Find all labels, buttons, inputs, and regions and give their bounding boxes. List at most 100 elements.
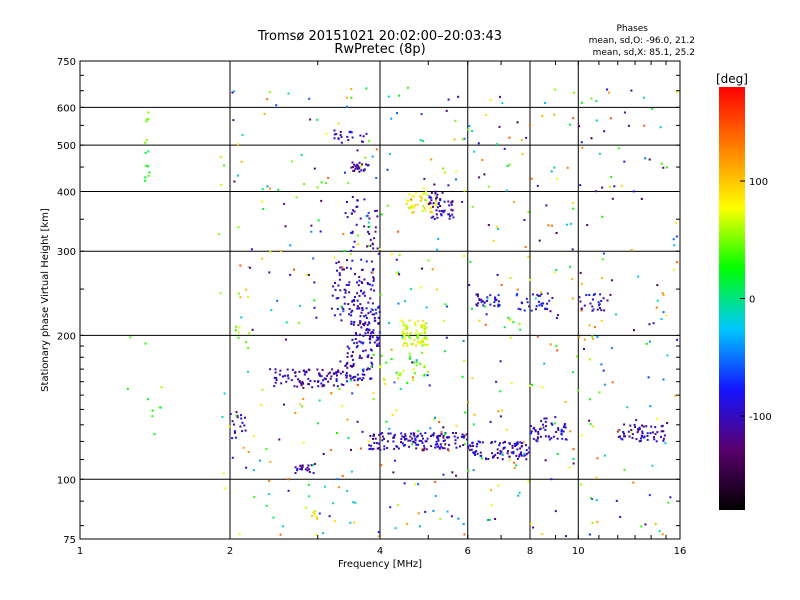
data-point <box>348 281 351 284</box>
data-point <box>593 293 596 296</box>
data-point <box>503 147 506 150</box>
data-point <box>349 267 352 270</box>
data-point <box>329 371 331 374</box>
data-point <box>360 311 363 314</box>
data-point <box>407 207 410 209</box>
data-point <box>353 299 355 302</box>
data-point <box>393 433 396 436</box>
data-point <box>144 176 147 179</box>
data-point <box>463 359 466 362</box>
data-point <box>267 493 270 496</box>
data-point <box>346 216 349 219</box>
data-point <box>312 464 315 467</box>
data-point <box>661 292 664 295</box>
data-point <box>489 98 492 101</box>
data-point <box>368 225 371 228</box>
data-point <box>572 202 575 205</box>
data-point <box>222 472 225 475</box>
data-point <box>436 216 439 219</box>
data-point <box>381 439 384 442</box>
data-point <box>325 182 328 184</box>
data-point <box>433 418 436 421</box>
data-point <box>322 532 325 535</box>
data-point <box>356 379 359 381</box>
data-point <box>660 430 663 433</box>
data-point <box>376 447 379 450</box>
data-point <box>233 430 236 433</box>
data-point <box>526 301 529 304</box>
data-point <box>402 324 405 327</box>
data-point <box>337 369 340 372</box>
data-point <box>311 514 314 517</box>
data-point <box>501 458 504 461</box>
data-point <box>350 448 352 451</box>
data-point <box>307 483 310 486</box>
data-point <box>352 376 355 378</box>
data-point <box>497 294 500 297</box>
data-point <box>475 450 478 453</box>
data-point <box>511 446 514 449</box>
data-point <box>408 193 411 196</box>
data-point <box>643 124 646 127</box>
data-point <box>371 155 374 158</box>
data-point <box>540 291 543 293</box>
data-point <box>405 328 408 331</box>
data-point <box>534 429 537 432</box>
data-point <box>611 197 614 200</box>
data-point <box>333 133 336 136</box>
data-point <box>363 198 366 201</box>
data-point <box>239 264 242 267</box>
data-point <box>299 403 302 406</box>
data-point <box>395 272 398 275</box>
data-point <box>603 454 606 457</box>
data-point <box>483 301 486 304</box>
data-point <box>350 88 353 90</box>
data-point <box>374 308 377 311</box>
data-point <box>346 489 349 492</box>
data-point <box>540 302 543 305</box>
data-point <box>306 466 309 469</box>
data-point <box>426 437 429 440</box>
data-point <box>446 436 449 439</box>
data-point <box>367 244 370 247</box>
data-point <box>371 269 374 272</box>
data-point <box>468 125 471 127</box>
data-point <box>235 325 238 328</box>
data-point <box>330 392 333 395</box>
data-point <box>513 467 516 469</box>
data-point <box>635 438 638 441</box>
data-point <box>568 466 571 469</box>
data-point <box>505 189 508 192</box>
data-point <box>505 428 508 431</box>
data-point <box>349 521 352 524</box>
data-point <box>496 448 499 451</box>
data-point <box>281 525 284 528</box>
data-point <box>393 436 396 439</box>
data-point <box>423 324 426 327</box>
data-point <box>536 184 539 187</box>
data-point <box>417 337 419 340</box>
data-point <box>523 452 526 455</box>
data-point <box>580 101 583 104</box>
data-point <box>497 410 500 413</box>
data-point <box>602 252 605 255</box>
data-point <box>573 91 575 94</box>
data-point <box>346 356 349 358</box>
data-point <box>406 342 409 345</box>
data-point <box>405 437 408 440</box>
data-point <box>129 336 132 339</box>
data-point <box>378 331 381 334</box>
data-point <box>485 313 488 316</box>
data-point <box>347 436 350 439</box>
data-point <box>272 516 275 519</box>
data-point <box>348 313 351 316</box>
data-point <box>418 439 421 442</box>
data-point <box>542 426 545 429</box>
data-point <box>446 305 448 308</box>
data-point <box>363 168 366 171</box>
y-axis-label: Stationary phase Virtual Height [km] <box>40 208 51 392</box>
data-point <box>426 338 429 341</box>
data-point <box>578 296 581 299</box>
